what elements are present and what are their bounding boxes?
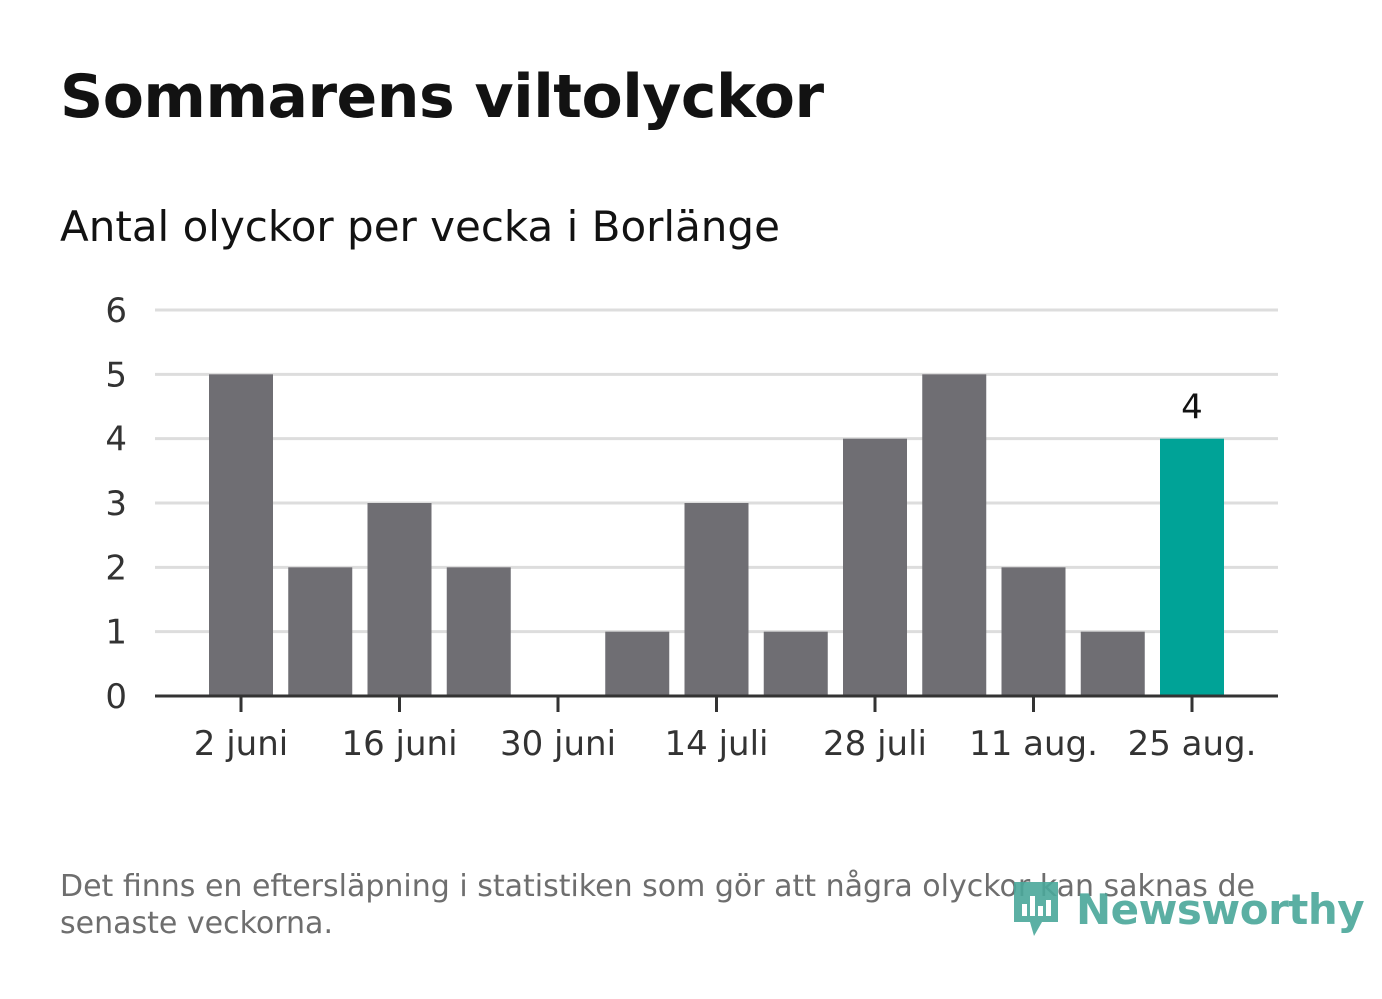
x-tick-label: 30 juni: [500, 724, 616, 764]
y-tick-label: 2: [105, 548, 127, 588]
bar-12: [1080, 631, 1145, 696]
x-tick-label: 14 juli: [665, 724, 769, 764]
x-tick-label: 28 juli: [823, 724, 927, 764]
bar-4: [446, 567, 511, 696]
bar-1: [209, 374, 273, 696]
y-tick-label: 1: [105, 613, 127, 653]
data-labels: 4: [1181, 388, 1203, 428]
y-axis-ticks: 0 1 2 3 4 5 6: [105, 291, 127, 717]
bar-3: [367, 503, 432, 696]
bar-2: [288, 567, 353, 696]
x-tick-label: 25 aug.: [1128, 724, 1257, 764]
bars: [209, 374, 1224, 696]
bar-10: [922, 374, 987, 696]
y-tick-label: 0: [105, 677, 127, 717]
newsworthy-logo: Newsworthy: [1010, 878, 1365, 940]
y-tick-label: 4: [105, 420, 127, 460]
bar-9: [843, 438, 907, 696]
chart-title: Sommarens viltolyckor: [60, 62, 824, 132]
newsworthy-logo-text: Newsworthy: [1076, 884, 1365, 934]
bar-8: [763, 631, 828, 696]
x-tick-label: 11 aug.: [969, 724, 1098, 764]
x-axis: 2 juni 16 juni 30 juni 14 juli 28 juli 11 aug…: [155, 694, 1278, 764]
x-tick-label: 2 juni: [194, 724, 288, 764]
data-label: 4: [1181, 388, 1203, 428]
bar-13: [1160, 438, 1224, 696]
bar-11: [1001, 567, 1066, 696]
bar-6: [605, 631, 670, 696]
y-tick-label: 3: [105, 484, 127, 524]
bar-7: [684, 503, 749, 696]
x-tick-label: 16 juni: [341, 724, 457, 764]
newsworthy-logo-icon: [1014, 882, 1058, 936]
chart-subtitle: Antal olyckor per vecka i Borlänge: [60, 202, 780, 251]
y-tick-label: 5: [105, 355, 127, 395]
y-tick-label: 6: [105, 291, 127, 331]
